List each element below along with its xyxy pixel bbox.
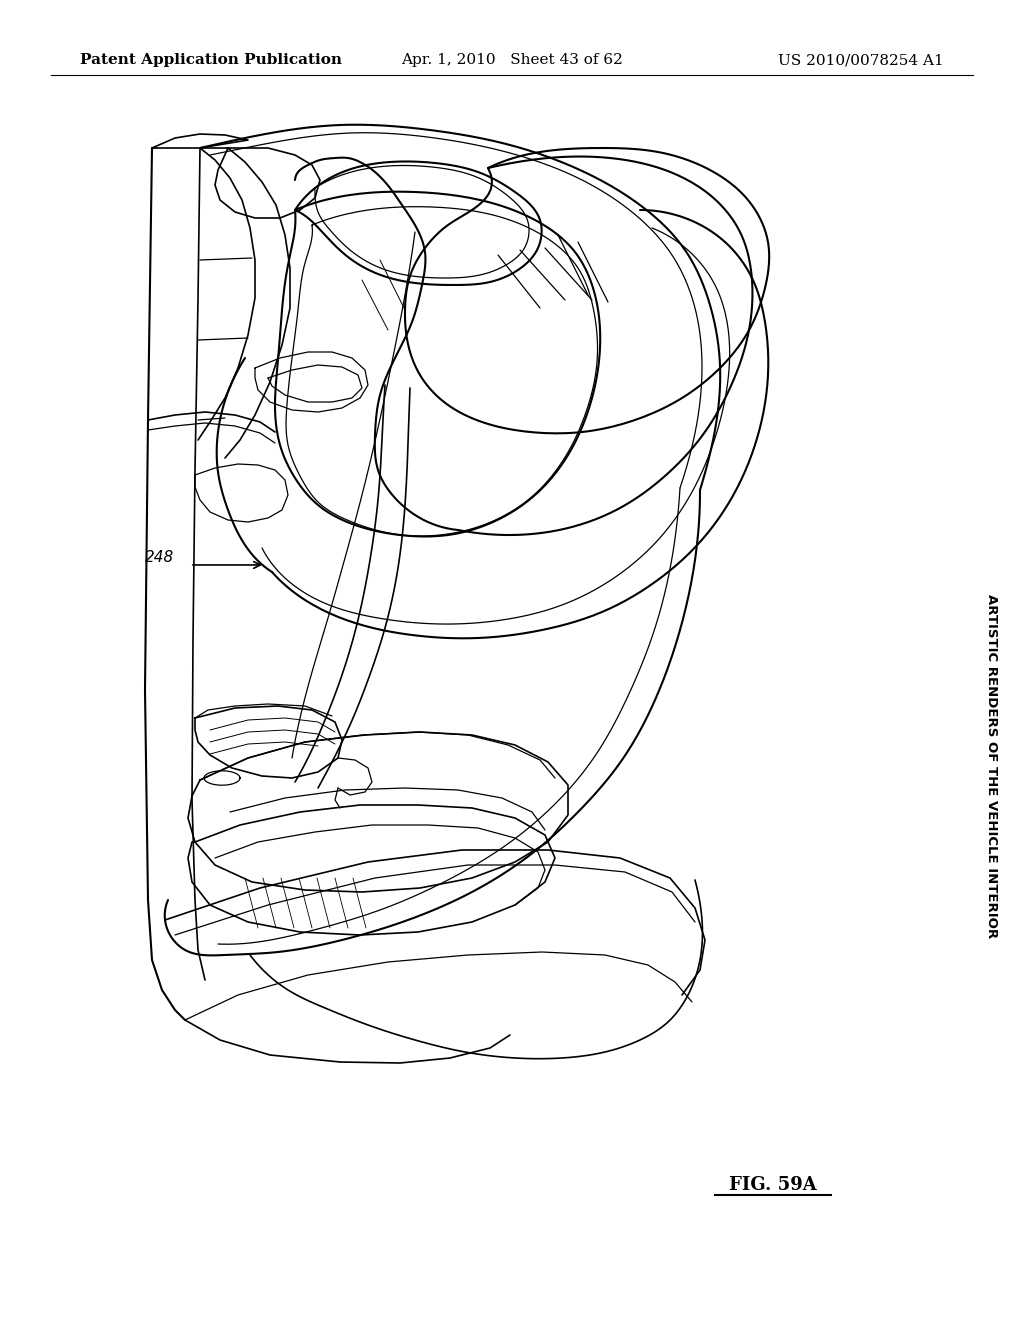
Text: Apr. 1, 2010   Sheet 43 of 62: Apr. 1, 2010 Sheet 43 of 62 bbox=[401, 53, 623, 67]
Text: 248: 248 bbox=[145, 549, 174, 565]
Text: ARTISTIC RENDERS OF THE VEHICLE INTERIOR: ARTISTIC RENDERS OF THE VEHICLE INTERIOR bbox=[985, 594, 997, 937]
Text: FIG. 59A: FIG. 59A bbox=[729, 1176, 817, 1195]
Text: Patent Application Publication: Patent Application Publication bbox=[80, 53, 342, 67]
Text: US 2010/0078254 A1: US 2010/0078254 A1 bbox=[778, 53, 944, 67]
